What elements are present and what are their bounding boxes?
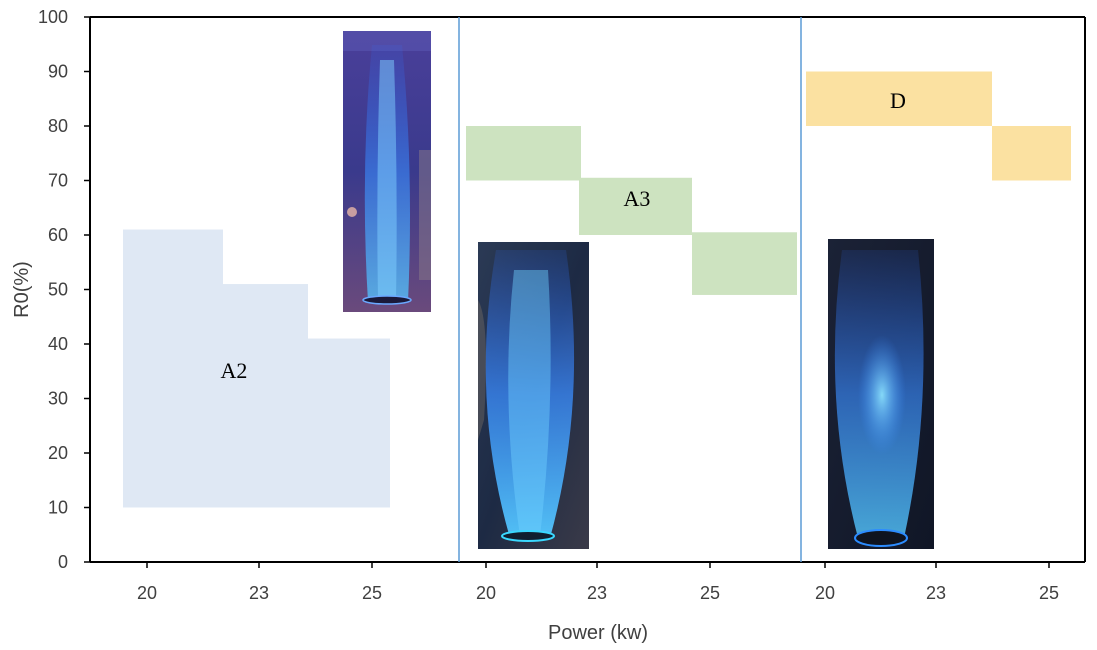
region-a2-block-2	[223, 284, 308, 508]
region-label-a3: A3	[624, 186, 651, 211]
x-tick-label: 25	[362, 583, 382, 603]
x-tick-label: 23	[587, 583, 607, 603]
y-tick-label: 50	[48, 280, 68, 300]
y-tick-label: 20	[48, 443, 68, 463]
axes-layer	[84, 16, 1086, 568]
y-tick-label: 40	[48, 334, 68, 354]
y-tick-label: 30	[48, 389, 68, 409]
x-tick-label: 20	[137, 583, 157, 603]
y-tick-label: 90	[48, 62, 68, 82]
flame-photo-a3	[478, 242, 589, 549]
x-tick-label: 20	[476, 583, 496, 603]
region-d-block-2	[806, 71, 992, 126]
region-label-a2: A2	[221, 358, 248, 383]
region-label-d: D	[890, 88, 906, 113]
region-a3-block-2	[579, 177, 692, 235]
y-tick-label: 70	[48, 171, 68, 191]
y-tick-label: 100	[38, 7, 68, 27]
x-tick-label: 25	[700, 583, 720, 603]
y-axis-title: R0(%)	[11, 261, 33, 318]
y-tick-label: 60	[48, 225, 68, 245]
regions-layer	[123, 71, 1071, 508]
region-a2-block-3	[308, 338, 390, 508]
region-d-block-3	[992, 126, 1071, 181]
region-a3-block-3	[692, 232, 797, 295]
region-a2-block-1	[123, 229, 223, 508]
y-tick-label: 80	[48, 116, 68, 136]
x-tick-label: 23	[249, 583, 269, 603]
y-tick-label: 0	[58, 552, 68, 572]
flame-photo-a2	[343, 31, 431, 312]
y-tick-label: 10	[48, 498, 68, 518]
region-a3-block-1	[466, 126, 581, 181]
labels-layer: A2 A3 D 0 10 20 30 40 50 60 70 80 90 100 20 23 25 20 23 25 2…	[11, 7, 1059, 644]
x-axis-title: Power (kw)	[548, 622, 648, 644]
x-tick-label: 25	[1039, 583, 1059, 603]
flame-photo-d	[828, 239, 934, 549]
x-tick-label: 20	[815, 583, 835, 603]
x-tick-label: 23	[926, 583, 946, 603]
